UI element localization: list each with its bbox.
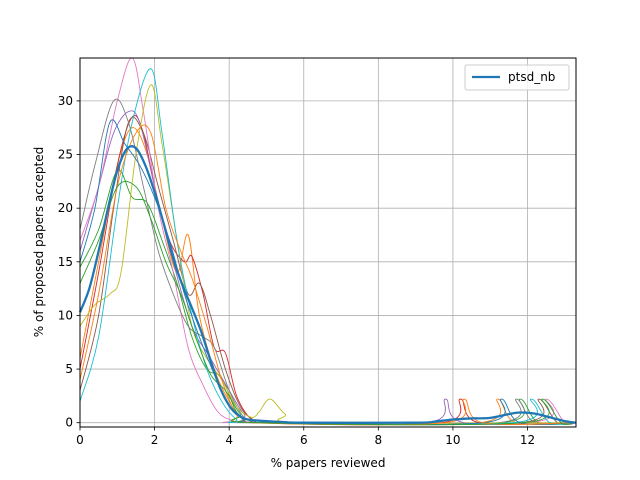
y-tick-label: 30 xyxy=(58,94,73,108)
run-line xyxy=(79,84,577,424)
y-tick-label: 25 xyxy=(58,148,73,162)
run-line xyxy=(79,119,577,425)
y-tick-label: 15 xyxy=(58,255,73,269)
grid-lines xyxy=(79,58,576,427)
run-line xyxy=(79,124,577,426)
y-tick-label: 5 xyxy=(65,362,73,376)
run-line xyxy=(79,98,577,426)
run-line xyxy=(79,57,577,425)
run-lines xyxy=(79,57,577,426)
y-tick-label: 10 xyxy=(58,308,73,322)
x-tick-label: 8 xyxy=(375,433,383,447)
run-line xyxy=(79,127,577,425)
legend: ptsd_nb xyxy=(464,64,570,91)
legend-box xyxy=(464,64,570,91)
plot-frame xyxy=(79,57,577,428)
y-tick-label: 0 xyxy=(65,416,73,430)
ptsd-nb-line xyxy=(78,145,577,424)
legend-entry: ptsd_nb xyxy=(508,70,555,84)
x-axis-ticks: 0 2 4 6 8 10 12 xyxy=(76,427,535,447)
main-series xyxy=(78,145,577,424)
run-line xyxy=(79,180,577,426)
x-tick-label: 2 xyxy=(151,433,159,447)
y-tick-label: 20 xyxy=(58,201,73,215)
x-axis-label: % papers reviewed xyxy=(271,456,386,470)
x-tick-label: 12 xyxy=(520,433,535,447)
run-line xyxy=(79,68,577,425)
x-tick-label: 6 xyxy=(300,433,308,447)
x-tick-label: 4 xyxy=(225,433,233,447)
y-axis-ticks: 0 5 10 15 20 25 30 xyxy=(58,94,80,430)
y-axis-label: % of proposed papers accepted xyxy=(32,147,46,337)
x-tick-label: 10 xyxy=(445,433,460,447)
x-tick-label: 0 xyxy=(76,433,84,447)
